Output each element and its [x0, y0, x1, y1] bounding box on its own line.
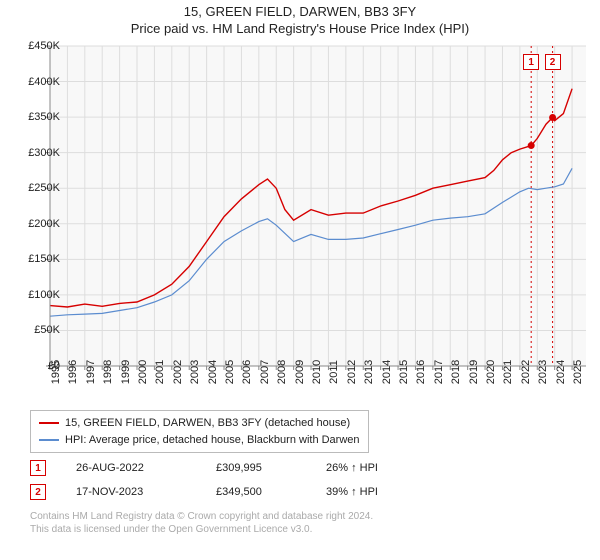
chart-sale-marker-icon: 2	[545, 54, 561, 70]
x-tick-label: 2025	[572, 360, 584, 384]
x-tick-label: 2002	[172, 360, 184, 384]
footer: Contains HM Land Registry data © Crown c…	[30, 510, 373, 536]
x-tick-label: 1998	[102, 360, 114, 384]
x-tick-label: 2014	[381, 360, 393, 384]
legend-swatch-icon	[39, 422, 59, 424]
sale-price: £309,995	[216, 462, 296, 474]
x-tick-label: 1999	[120, 360, 132, 384]
x-tick-label: 2024	[555, 360, 567, 384]
y-tick-label: £450K	[14, 40, 60, 52]
y-tick-label: £150K	[14, 253, 60, 265]
x-tick-label: 2020	[485, 360, 497, 384]
x-tick-label: 1995	[50, 360, 62, 384]
chart-title: 15, GREEN FIELD, DARWEN, BB3 3FY	[0, 0, 600, 21]
chart-area	[50, 46, 586, 366]
sales-row: 1 26-AUG-2022 £309,995 26% ↑ HPI	[30, 456, 416, 480]
legend-label: HPI: Average price, detached house, Blac…	[65, 432, 360, 449]
sale-pct: 26% ↑ HPI	[326, 462, 416, 474]
x-tick-label: 2016	[415, 360, 427, 384]
x-tick-label: 2001	[154, 360, 166, 384]
x-tick-label: 2022	[520, 360, 532, 384]
x-tick-label: 2015	[398, 360, 410, 384]
sale-date: 26-AUG-2022	[76, 462, 186, 474]
x-tick-label: 2007	[259, 360, 271, 384]
plot-svg	[50, 46, 586, 366]
x-tick-label: 2009	[294, 360, 306, 384]
chart-container: 15, GREEN FIELD, DARWEN, BB3 3FY Price p…	[0, 0, 600, 560]
y-tick-label: £300K	[14, 147, 60, 159]
y-tick-label: £250K	[14, 182, 60, 194]
x-tick-label: 2006	[241, 360, 253, 384]
x-tick-label: 2003	[189, 360, 201, 384]
x-tick-label: 2011	[328, 360, 340, 384]
sale-marker-icon: 2	[30, 484, 46, 500]
chart-sale-marker-icon: 1	[523, 54, 539, 70]
chart-subtitle: Price paid vs. HM Land Registry's House …	[0, 21, 600, 40]
sale-price: £349,500	[216, 486, 296, 498]
sale-date: 17-NOV-2023	[76, 486, 186, 498]
x-tick-label: 1996	[67, 360, 79, 384]
x-tick-label: 2018	[450, 360, 462, 384]
x-tick-label: 2010	[311, 360, 323, 384]
legend-label: 15, GREEN FIELD, DARWEN, BB3 3FY (detach…	[65, 415, 350, 432]
legend-item: 15, GREEN FIELD, DARWEN, BB3 3FY (detach…	[39, 415, 360, 432]
legend: 15, GREEN FIELD, DARWEN, BB3 3FY (detach…	[30, 410, 369, 453]
x-tick-label: 2023	[537, 360, 549, 384]
y-tick-label: £350K	[14, 111, 60, 123]
x-tick-label: 2017	[433, 360, 445, 384]
y-tick-label: £50K	[14, 324, 60, 336]
x-tick-label: 2021	[502, 360, 514, 384]
x-tick-label: 2012	[346, 360, 358, 384]
x-tick-label: 1997	[85, 360, 97, 384]
x-tick-label: 2013	[363, 360, 375, 384]
x-tick-label: 2000	[137, 360, 149, 384]
sale-pct: 39% ↑ HPI	[326, 486, 416, 498]
x-tick-label: 2004	[207, 360, 219, 384]
legend-item: HPI: Average price, detached house, Blac…	[39, 432, 360, 449]
legend-swatch-icon	[39, 439, 59, 441]
footer-line: This data is licensed under the Open Gov…	[30, 523, 373, 536]
x-tick-label: 2019	[468, 360, 480, 384]
y-tick-label: £100K	[14, 289, 60, 301]
footer-line: Contains HM Land Registry data © Crown c…	[30, 510, 373, 523]
sales-row: 2 17-NOV-2023 £349,500 39% ↑ HPI	[30, 480, 416, 504]
x-tick-label: 2005	[224, 360, 236, 384]
y-tick-label: £200K	[14, 218, 60, 230]
y-tick-label: £400K	[14, 76, 60, 88]
sales-table: 1 26-AUG-2022 £309,995 26% ↑ HPI 2 17-NO…	[30, 456, 416, 504]
x-tick-label: 2008	[276, 360, 288, 384]
sale-marker-icon: 1	[30, 460, 46, 476]
